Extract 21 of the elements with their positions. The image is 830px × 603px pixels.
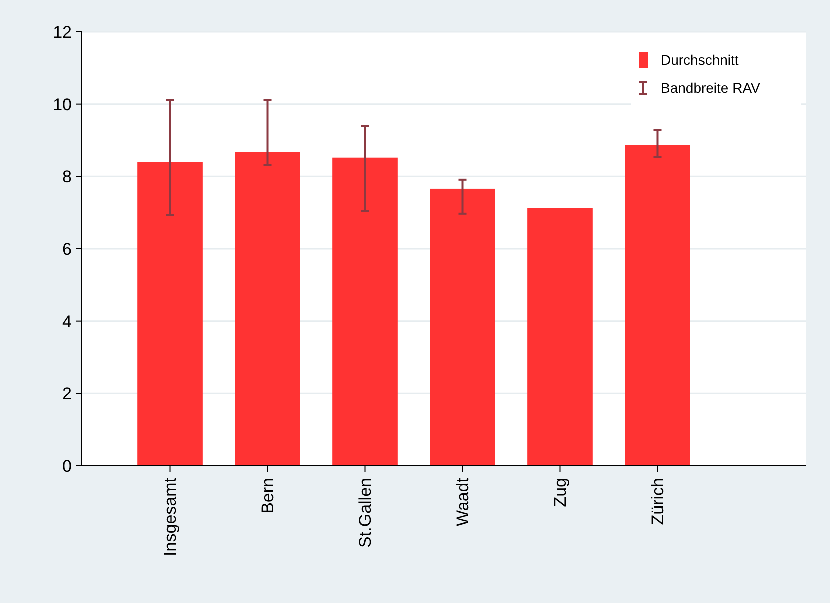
y-tick-label: 4	[62, 312, 72, 332]
bar	[138, 162, 203, 466]
x-tick-label: Waadt	[454, 478, 473, 527]
legend-label: Durchschnitt	[661, 52, 739, 68]
y-tick-label: 10	[53, 95, 72, 114]
x-tick-label: Zürich	[648, 478, 668, 526]
bar	[625, 145, 690, 466]
bar	[332, 158, 398, 466]
x-tick-label: Zug	[551, 478, 570, 508]
y-tick-label: 0	[62, 456, 72, 476]
y-tick-label: 2	[62, 384, 72, 404]
x-tick-label: Bern	[258, 478, 278, 514]
bar	[528, 208, 593, 466]
y-tick-label: 8	[62, 168, 72, 187]
y-tick-label: 6	[62, 240, 72, 259]
x-tick-label: Insgesamt	[161, 478, 180, 556]
y-tick-label: 12	[53, 22, 72, 42]
bar	[235, 152, 300, 466]
bar	[430, 188, 496, 466]
annotation: Bandbreite RAV	[661, 80, 762, 96]
x-tick-label: St.Gallen	[356, 478, 376, 548]
